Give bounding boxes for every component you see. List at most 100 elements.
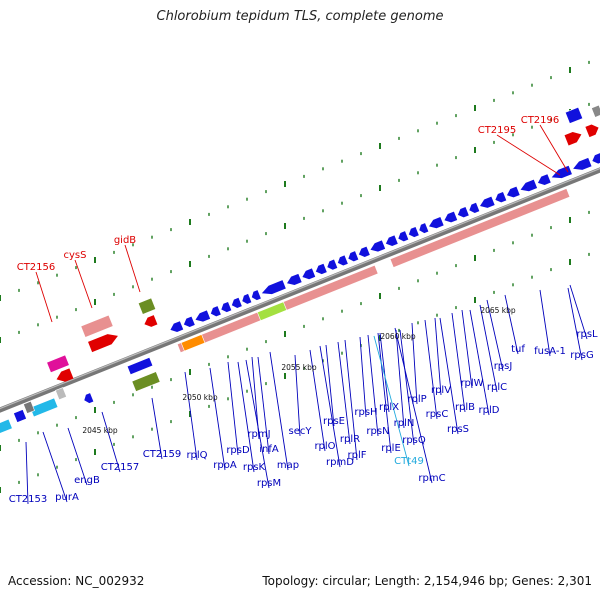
gene-label-fusa-1: fusA-1 <box>534 346 566 357</box>
gene-grey <box>591 104 600 118</box>
gene-arrow <box>520 179 538 192</box>
leader-line <box>42 431 68 503</box>
gene-label-rpsl: rpsL <box>576 329 598 340</box>
gene-cyan <box>0 418 13 435</box>
gene-lime <box>256 301 288 321</box>
gene-arrow <box>385 235 398 246</box>
leader-line <box>209 367 226 471</box>
gene-arrow <box>444 211 458 223</box>
leader-line <box>439 317 459 435</box>
gene-arrow <box>398 231 409 242</box>
accession-text: Accession: NC_002932 <box>8 574 145 588</box>
gene-arrow <box>221 301 232 313</box>
gene-arrow <box>13 409 27 423</box>
gene-label-rpln: rplN <box>394 418 415 429</box>
gene-label-rplo: rplO <box>314 441 335 452</box>
leader-line <box>151 397 163 460</box>
gene-label-rplq: rplQ <box>186 450 207 461</box>
gene-label-rpse: rpsE <box>323 416 345 427</box>
scale-label: 2060 kbp <box>380 332 416 341</box>
gene-arrow <box>242 293 252 304</box>
leader-line <box>394 327 433 484</box>
gene-label-rplp: rplP <box>407 394 426 405</box>
gene-arrow <box>88 334 118 353</box>
gene-arrow <box>480 196 495 208</box>
gene-label-ctt49: CTt49 <box>394 456 424 467</box>
gene-olive <box>137 297 157 315</box>
gene-label-rplx: rplX <box>379 402 399 413</box>
gene-arrow <box>251 290 261 301</box>
gene-label-rpld: rplD <box>479 405 500 416</box>
gene-arrow <box>506 186 520 198</box>
gene-arrow <box>337 255 348 266</box>
gene-label-rpmc: rpmC <box>418 473 445 484</box>
gene-label-rpsj: rpsJ <box>494 361 513 372</box>
gene-label-ct2153: CT2153 <box>9 494 48 505</box>
gene-band <box>389 188 571 268</box>
gene-label-cyss: cysS <box>64 250 87 261</box>
gene-label-rpsg: rpsG <box>570 350 593 361</box>
leader-line <box>479 304 498 393</box>
gene-label-ct2159: CT2159 <box>143 449 182 460</box>
gene-grey <box>23 400 35 414</box>
leader-line <box>567 287 583 361</box>
gene-arrow <box>358 246 370 257</box>
gene-label-infa: infA <box>259 444 279 455</box>
gene-features <box>0 104 600 435</box>
gene-labels: CT2196 CT2195 gidB cysS CT2156 rpsL rpsG fusA-1… <box>9 115 598 505</box>
leader-line <box>344 339 358 461</box>
leader-line <box>25 441 29 505</box>
leader-line <box>67 427 88 486</box>
gene-label-rpsh: rpsH <box>354 407 377 418</box>
leader-line <box>74 259 93 309</box>
gene-arrow <box>457 206 469 218</box>
gene-label-rplc: rplC <box>487 382 507 393</box>
gene-arrow <box>537 174 551 186</box>
leader-line <box>373 335 410 467</box>
gene-arrow <box>56 368 74 382</box>
tick-marks <box>0 60 590 493</box>
map-title: Chlorobium tepidum TLS, complete genome <box>156 9 444 24</box>
gene-label-rplw: rplW <box>460 378 483 389</box>
gene-label-rplf: rplF <box>348 450 367 461</box>
leader-line <box>496 134 561 176</box>
leader-line <box>424 319 438 420</box>
gene-arrow <box>551 165 572 179</box>
gene-label-rpsn: rpsN <box>366 426 389 437</box>
gene-arrow <box>429 217 444 229</box>
gene-label-rplr: rplR <box>340 434 360 445</box>
gene-arrow <box>144 315 158 327</box>
gene-label-rpsk: rpsK <box>243 462 266 473</box>
leader-line <box>504 294 519 355</box>
leader-line <box>294 354 301 437</box>
leader-line <box>101 411 121 473</box>
leader-line <box>569 284 588 340</box>
gene-label-rpsd: rpsD <box>226 445 250 456</box>
leader-line <box>379 332 390 413</box>
gene-label-rpsq: rpsQ <box>402 435 426 446</box>
gene-arrow <box>573 157 592 170</box>
leader-line <box>245 359 270 489</box>
gene-label-rpsc: rpsC <box>426 409 449 420</box>
gene-arrow <box>592 153 600 164</box>
gene-arrow <box>84 393 94 404</box>
gene-orange <box>180 334 206 352</box>
leader-line <box>319 345 341 468</box>
gene-arrow <box>302 268 316 280</box>
gene-arrow <box>327 259 338 270</box>
gene-label-gidb: gidB <box>114 235 136 246</box>
gene-arrow <box>370 240 386 252</box>
gene-arrow <box>195 310 211 322</box>
leader-line <box>337 341 351 445</box>
leader-line <box>325 344 335 427</box>
leader-line <box>486 299 504 372</box>
leader-line <box>451 312 466 413</box>
gene-arrow <box>585 124 599 138</box>
leader-line <box>124 244 141 293</box>
leader-line <box>35 271 53 323</box>
scale-label: 2050 kbp <box>182 393 218 402</box>
gene-label-engb: engB <box>74 475 100 486</box>
backbone-highlight <box>0 167 600 410</box>
gene-arrow <box>287 273 302 286</box>
